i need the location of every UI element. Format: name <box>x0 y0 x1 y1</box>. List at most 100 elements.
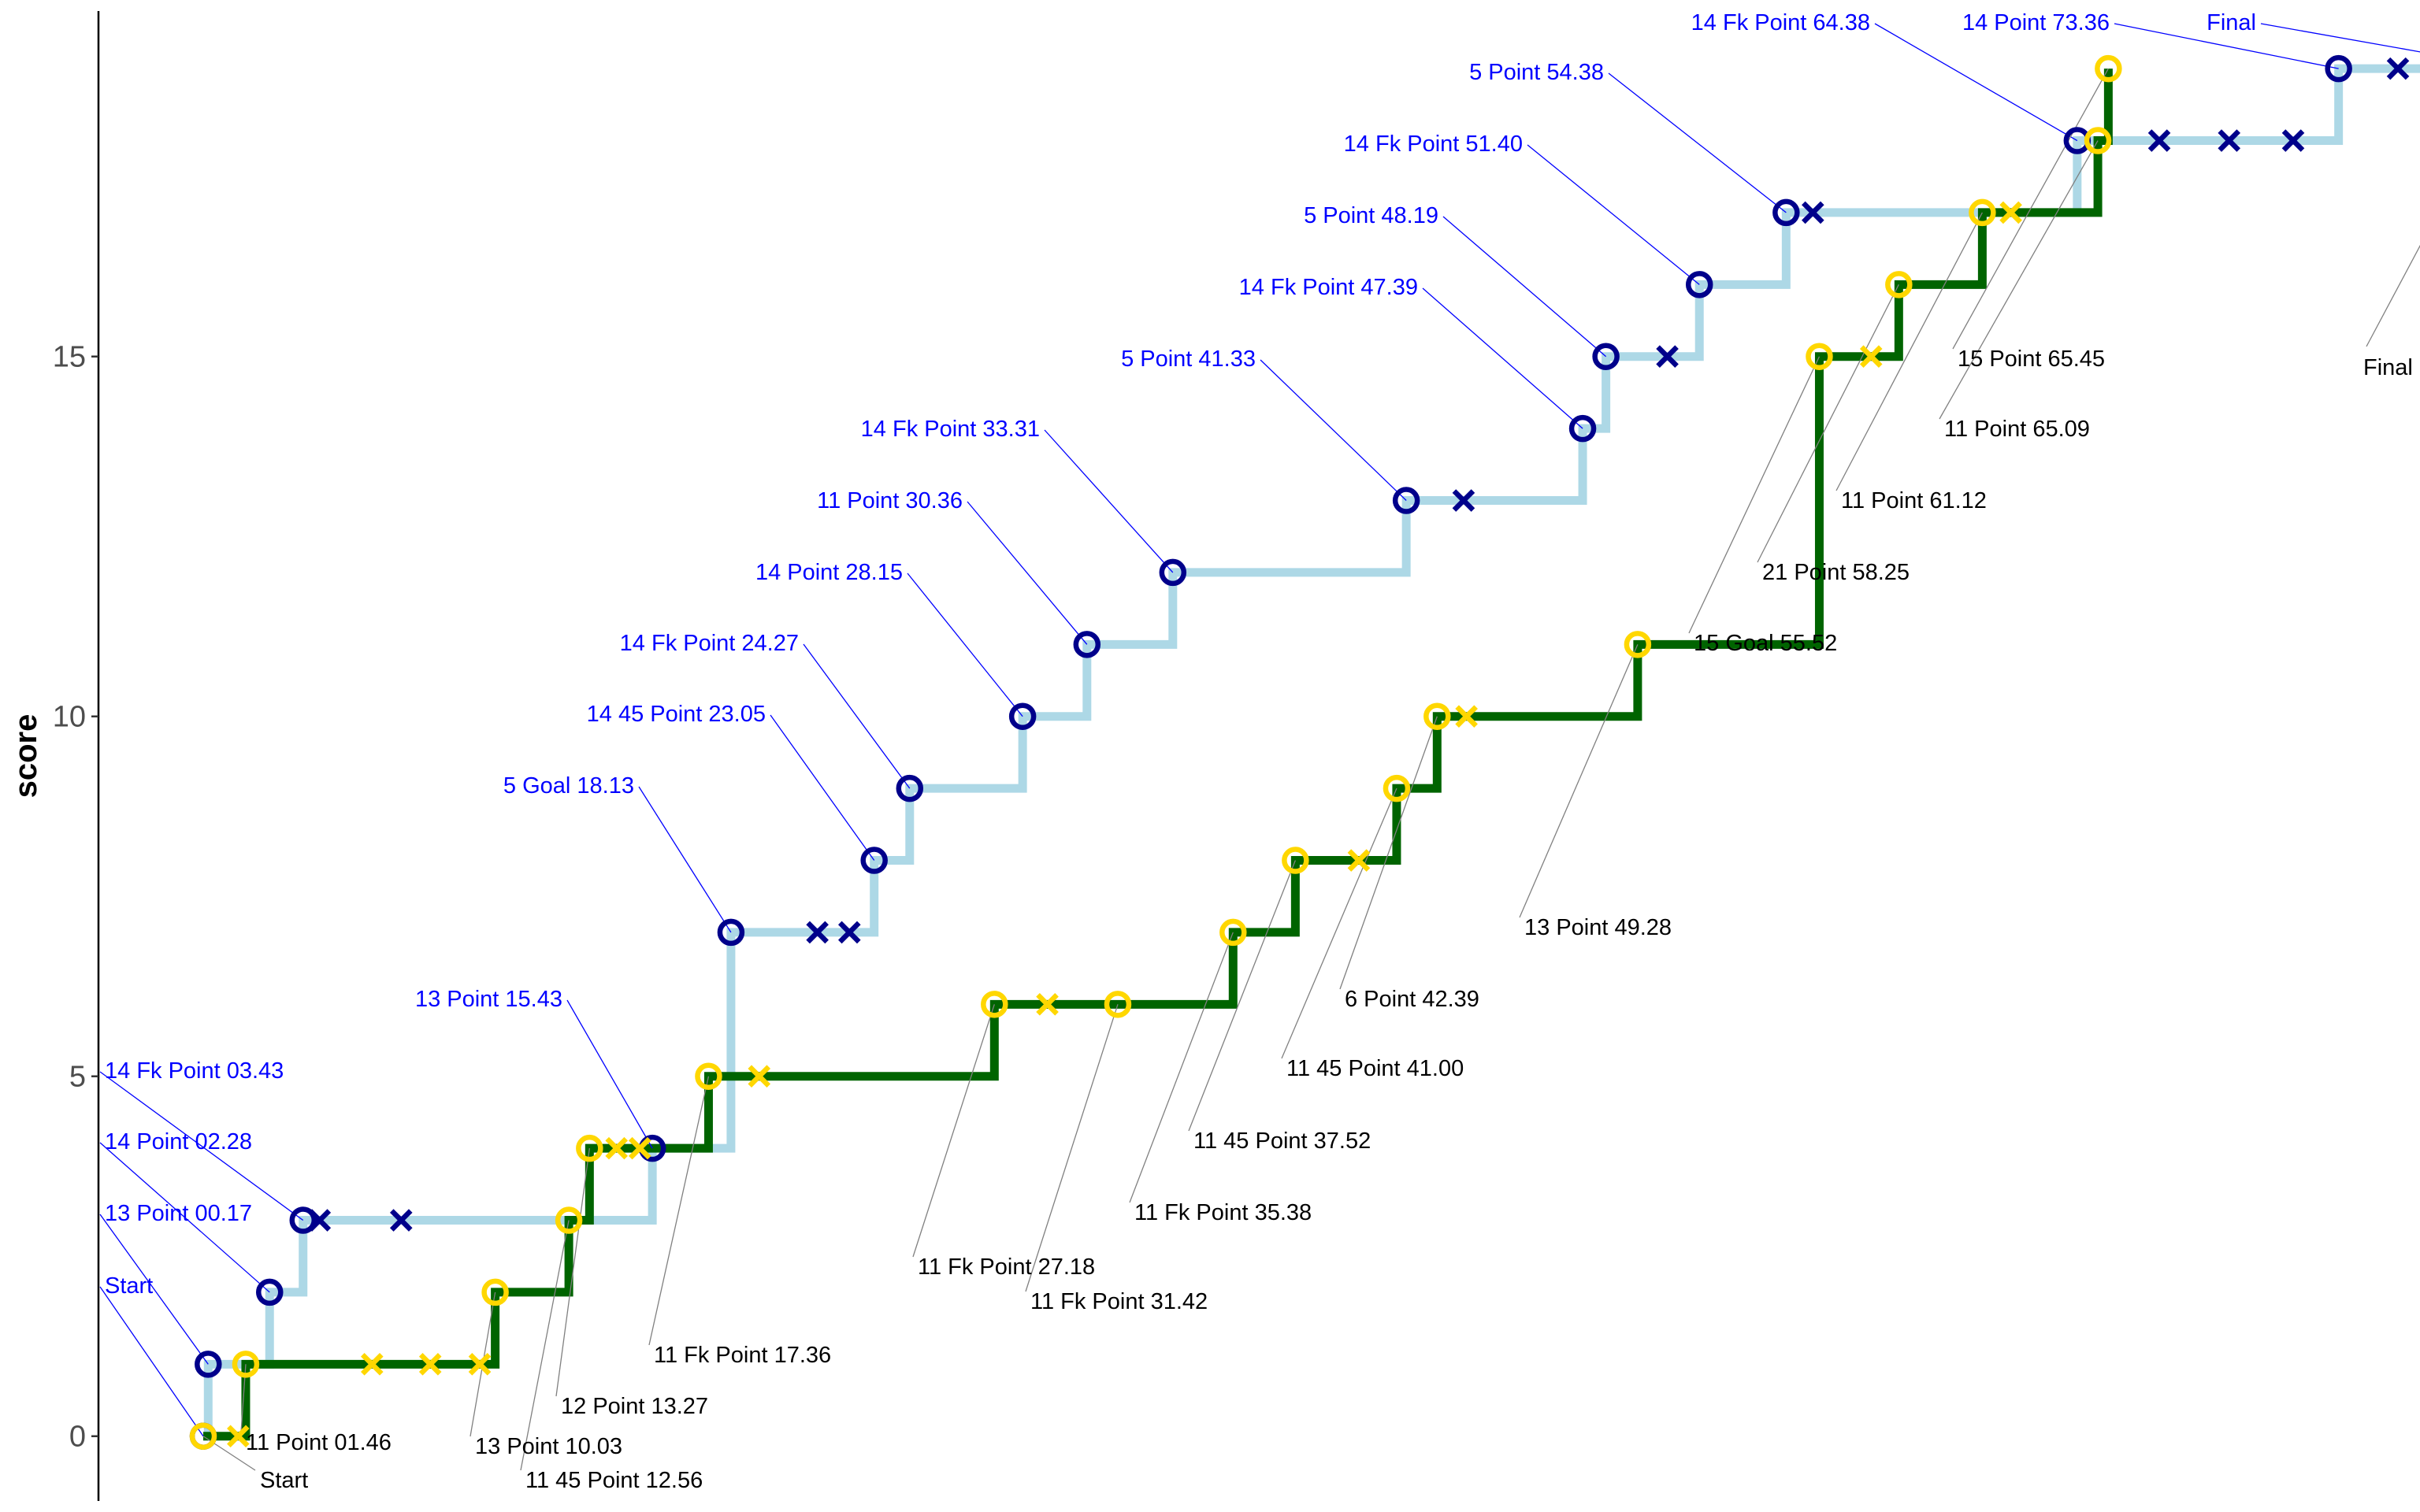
series-2-score-point <box>555 1206 583 1234</box>
series-2-event-label: 11 Fk Point 35.38 <box>1134 1200 1312 1225</box>
series-2-miss-point <box>227 1425 250 1448</box>
miss-stroke <box>2386 57 2410 80</box>
label-leader-line <box>1044 429 1174 573</box>
label-leader-line <box>555 1148 590 1397</box>
miss-stroke <box>1802 201 1824 224</box>
series-2-event-label: Start <box>260 1468 308 1493</box>
series-2-miss-point <box>605 1136 628 1160</box>
miss-stroke <box>806 921 829 944</box>
miss-stroke <box>418 1353 442 1376</box>
series-2-event-label: 21 Point 58.25 <box>1762 560 1910 585</box>
label-leader-line <box>1129 932 1234 1203</box>
label-leader-line <box>1519 644 1639 918</box>
markers-layer <box>189 54 2410 1450</box>
series-1-score-point <box>1008 702 1037 730</box>
series-2-score-point <box>695 1062 722 1090</box>
series-2-event-label: 11 Point 61.12 <box>1841 488 1987 513</box>
series-2-event-label: 11 Fk Point 27.18 <box>918 1254 1095 1280</box>
series-1-miss-point <box>1452 489 1475 512</box>
label-leader-line <box>907 573 1023 717</box>
series-2-score-point <box>1104 991 1132 1018</box>
series-1-miss-point <box>2147 129 2171 152</box>
series-1-score-point <box>195 1351 222 1378</box>
leaders-layer <box>99 23 2420 1471</box>
miss-stroke <box>605 1136 628 1160</box>
series-2-score-point <box>1423 702 1451 730</box>
label-leader-line <box>912 1004 995 1258</box>
series-1-score-point <box>255 1278 284 1306</box>
miss-stroke <box>1999 201 2022 224</box>
series-1-event-label: 14 Point 28.15 <box>755 560 903 585</box>
series-1-event-label: 5 Point 41.33 <box>1121 346 1256 372</box>
label-leader-line <box>1952 68 2109 350</box>
series-1-miss-point <box>806 921 829 944</box>
series-1-event-label: 14 Point 02.28 <box>105 1129 252 1154</box>
series-1-miss-point <box>2281 129 2305 152</box>
series-2-miss-point <box>748 1065 771 1088</box>
series-1-event-label: Final <box>2207 10 2256 35</box>
miss-stroke <box>628 1136 651 1160</box>
label-leader-line <box>1281 788 1397 1059</box>
series-1-score-point <box>1392 487 1420 514</box>
y-tick-label: 10 <box>53 701 86 734</box>
miss-stroke <box>1455 705 1478 728</box>
miss-stroke <box>2281 129 2305 152</box>
label-leader-line <box>1939 140 2099 420</box>
miss-stroke <box>1036 993 1059 1016</box>
miss-stroke <box>2218 129 2241 152</box>
series-2-miss-point <box>1455 705 1478 728</box>
series-1-score-point <box>1073 631 1101 658</box>
label-leader-line <box>1260 359 1407 501</box>
series-1-event-label: 14 45 Point 23.05 <box>587 702 766 727</box>
series-1-miss-point <box>1656 345 1679 369</box>
label-leader-line <box>1442 216 1607 358</box>
series-2-miss-point <box>418 1353 442 1376</box>
miss-stroke <box>308 1209 332 1232</box>
label-leader-line <box>638 786 732 933</box>
series-2-event-label: 11 45 Point 41.00 <box>1286 1056 1464 1081</box>
y-axis-title: score <box>9 714 43 799</box>
series-1-score-point <box>717 918 745 947</box>
series-1-event-label: 5 Goal 18.13 <box>503 773 634 799</box>
series-2-score-point <box>981 991 1008 1018</box>
label-leader-line <box>648 1076 710 1346</box>
series-2-event-label: 11 Fk Point 31.42 <box>1030 1289 1208 1314</box>
label-leader-line <box>770 714 875 861</box>
series-1-score-point <box>1772 198 1800 227</box>
miss-stroke <box>468 1353 492 1376</box>
label-leader-line <box>1835 212 1983 491</box>
series-1-step-line <box>203 64 2420 1441</box>
series-1-miss-point <box>1802 201 1824 224</box>
y-tick-label: 15 <box>53 341 86 374</box>
miss-stroke <box>1452 489 1475 512</box>
series-2-score-point <box>2084 127 2112 154</box>
series-2-event-label: 15 Point 65.45 <box>1958 346 2105 372</box>
series-2-score-point <box>481 1278 509 1306</box>
series-1-event-label: 13 Point 00.17 <box>105 1201 252 1226</box>
labels-layer: Start 13 Point 00.17 14 Point 02.28 14 Fk P… <box>105 10 2413 1493</box>
label-leader-line <box>2114 23 2339 69</box>
label-leader-line <box>1025 1004 1119 1292</box>
series-1-score-point <box>896 774 924 802</box>
series-1-event-label: 14 Fk Point 64.38 <box>1691 10 1870 35</box>
series-1-miss-point <box>389 1209 413 1232</box>
miss-stroke <box>1859 345 1883 369</box>
series-1-event-label: 11 Point 30.36 <box>817 488 963 513</box>
label-leader-line <box>566 999 653 1149</box>
series-2-score-point <box>1219 918 1247 947</box>
miss-stroke <box>1347 849 1371 872</box>
series-1-event-label: 14 Fk Point 33.31 <box>861 417 1040 442</box>
series-1-event-label: 14 Fk Point 47.39 <box>1239 275 1418 300</box>
axis-layer: 0 5 10 15 score <box>9 11 100 1501</box>
series-2-score-point <box>1383 774 1411 802</box>
series-1-miss-point <box>2386 57 2410 80</box>
series-2-score-point <box>1282 847 1309 874</box>
series-2-event-label: 11 45 Point 37.52 <box>1193 1128 1371 1154</box>
miss-stroke <box>361 1353 384 1376</box>
series-2-miss-point <box>1347 849 1371 872</box>
series-2-score-point <box>1806 343 1833 370</box>
series-2-score-point <box>1624 631 1652 658</box>
lines-layer <box>203 64 2420 1441</box>
series-2-score-point <box>1885 271 1913 298</box>
label-leader-line <box>99 1286 204 1437</box>
